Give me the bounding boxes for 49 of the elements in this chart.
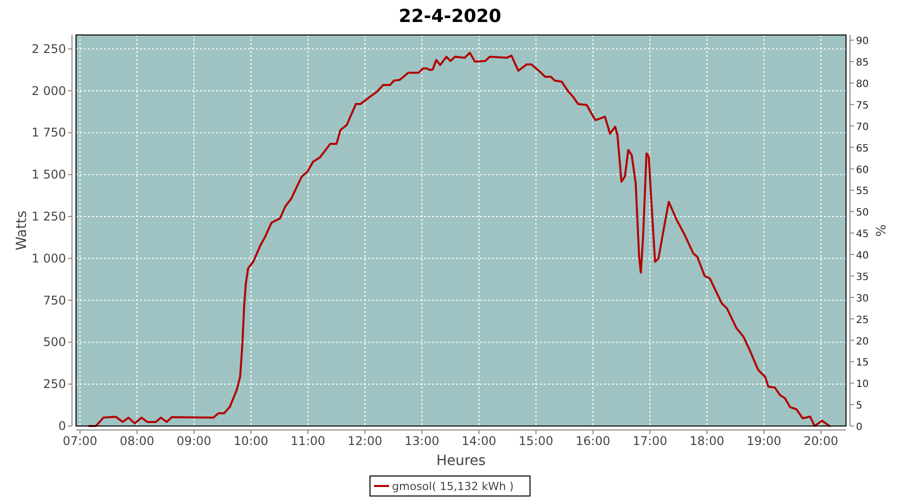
x-tick-label: 17:00 xyxy=(632,434,668,448)
y-tick-label: 1 000 xyxy=(32,251,66,266)
chart-title: 22-4-2020 xyxy=(398,6,502,27)
x-tick-label: 18:00 xyxy=(690,434,724,448)
y2-tick-label: 0 xyxy=(856,422,862,433)
y2-tick-label: 10 xyxy=(856,379,869,390)
y2-tick-label: 65 xyxy=(856,143,869,154)
y-axis-title: Watts xyxy=(14,210,30,250)
x-tick-label: 12:00 xyxy=(348,434,382,448)
x-tick-label: 11:00 xyxy=(290,434,326,448)
x-tick-label: 07:00 xyxy=(62,434,98,448)
y2-tick-label: 90 xyxy=(856,36,869,48)
y2-tick-label: 20 xyxy=(856,336,869,348)
line-series xyxy=(88,52,830,427)
y2-tick-label: 75 xyxy=(856,100,869,112)
y2-tick-label: 35 xyxy=(856,272,869,283)
x-tick-label: 08:00 xyxy=(120,434,154,448)
x-tick-label: 19:00 xyxy=(746,434,782,448)
y2-tick-label: 45 xyxy=(856,229,869,240)
y-tick-label: 1 750 xyxy=(32,126,66,140)
x-tick-label: 10:00 xyxy=(234,434,268,448)
y-tick-label: 1 250 xyxy=(32,210,66,224)
y2-tick-label: 15 xyxy=(856,358,869,369)
x-tick-label: 15:00 xyxy=(518,434,554,448)
y2-tick-label: 80 xyxy=(856,79,869,90)
y-tick-label: 750 xyxy=(43,293,66,308)
x-tick-label: 13:00 xyxy=(404,434,440,448)
y-tick-label: 2 250 xyxy=(32,42,66,56)
y2-tick-label: 30 xyxy=(856,293,869,304)
y-tick-label: 0 xyxy=(58,419,66,433)
x-tick-label: 16:00 xyxy=(576,434,610,448)
y2-tick-label: 40 xyxy=(856,250,869,262)
y2-tick-label: 5 xyxy=(856,400,862,412)
x-axis-title: Heures xyxy=(436,453,486,469)
legend-label: gmosol( 15,132 kWh ) xyxy=(392,480,514,493)
y-tick-label: 1 500 xyxy=(32,168,66,182)
y2-axis-title: % xyxy=(872,224,887,237)
y-tick-label: 2 000 xyxy=(32,84,66,98)
y2-tick-label: 50 xyxy=(856,208,869,219)
y2-tick-label: 25 xyxy=(856,314,869,326)
x-tick-label: 14:00 xyxy=(462,434,496,448)
y-tick-label: 500 xyxy=(43,335,66,350)
x-tick-label: 09:00 xyxy=(176,434,212,448)
y2-tick-label: 70 xyxy=(856,122,869,133)
y2-tick-label: 55 xyxy=(856,186,869,198)
x-tick-label: 20:00 xyxy=(804,434,838,448)
y2-tick-label: 85 xyxy=(856,58,869,69)
y2-tick-label: 60 xyxy=(856,164,869,176)
y-tick-label: 250 xyxy=(43,377,66,392)
